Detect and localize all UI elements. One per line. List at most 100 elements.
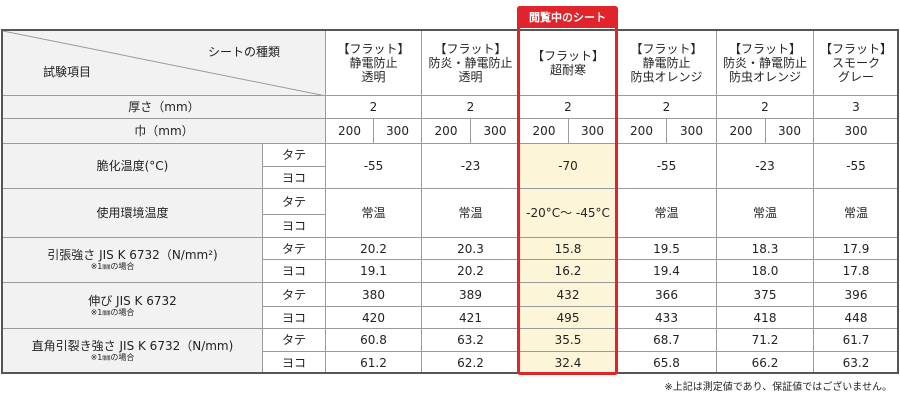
value-text: -23: [755, 159, 775, 173]
direction-text: ヨコ: [281, 355, 306, 370]
footnote: ※上記は測定値であり、保証値ではございません。: [664, 382, 892, 393]
test-note: ※1㎜の場合: [90, 353, 135, 362]
value-text: 常温: [361, 206, 386, 220]
column-header-line: 透明: [458, 70, 483, 84]
value-cell: 常温: [325, 188, 422, 238]
test-label: 使用環境温度: [2, 188, 263, 238]
value-text: 61.2: [360, 355, 387, 370]
column-header: 【フラット】 超耐寒: [519, 30, 617, 96]
direction-cell: タテ: [262, 282, 326, 307]
value-cell: 200: [616, 118, 667, 144]
value-cell: 200: [325, 118, 374, 144]
column-header-line: 【フラット】: [728, 42, 801, 56]
value-text: -55: [846, 159, 866, 173]
value-text: 200: [630, 124, 653, 138]
value-text: 常温: [458, 206, 483, 220]
column-header: 【フラット】 スモーク グレー: [813, 30, 899, 96]
value-text: 300: [386, 124, 409, 138]
value-text: -23: [460, 159, 481, 173]
test-label: 脆化温度(°C): [2, 143, 263, 189]
column-header-line: 超耐寒: [549, 63, 586, 77]
direction-cell: ヨコ: [262, 259, 326, 283]
value-cell: 200: [421, 118, 471, 144]
value-text: 300: [680, 124, 703, 138]
value-cell: 2: [421, 95, 520, 119]
column-header-line: 透明: [361, 70, 386, 84]
value-text: 18.3: [751, 241, 779, 256]
direction-text: タテ: [281, 194, 306, 209]
value-cell: 61.7: [813, 328, 899, 352]
value-cell: 常温: [421, 188, 520, 238]
value-cell: 常温: [616, 188, 717, 238]
value-text: 18.0: [751, 264, 779, 278]
direction-cell: ヨコ: [262, 166, 326, 189]
diagonal: [3, 31, 326, 96]
value-cell: 2: [325, 95, 422, 119]
value-cell: 20.2: [421, 259, 520, 283]
value-cell: 300: [373, 118, 422, 144]
value-cell: 19.5: [616, 237, 717, 260]
test-note: ※1㎜の場合: [90, 307, 135, 317]
value-cell: 200: [716, 118, 766, 144]
value-text: 2: [564, 100, 572, 114]
value-text: 61.7: [842, 333, 870, 347]
value-text: 300: [483, 124, 507, 138]
value-text: 60.8: [360, 333, 387, 347]
value-cell: 17.9: [813, 237, 899, 260]
test-label: 伸び JIS K 6732 ※1㎜の場合: [2, 282, 263, 329]
item-type-label: シートの種類: [208, 45, 281, 59]
value-cell: 433: [616, 306, 717, 329]
value-text: 2: [466, 100, 475, 114]
value-cell: 68.7: [616, 328, 717, 352]
test-item-label: 試験項目: [43, 65, 92, 79]
value-text: 16.2: [554, 264, 582, 278]
value-cell: 62.2: [421, 351, 520, 374]
value-cell: 18.0: [716, 259, 814, 283]
value-text: 200: [729, 124, 753, 138]
direction-text: ヨコ: [281, 310, 306, 325]
badge: 閲覧中のシート: [517, 6, 618, 28]
value-text: 20.3: [457, 241, 484, 256]
value-text: 19.4: [653, 264, 680, 278]
direction-text: タテ: [281, 241, 306, 256]
test-label-text: 脆化温度(°C): [96, 159, 169, 173]
value-text: 20.2: [457, 264, 484, 278]
direction-cell: タテ: [262, 188, 326, 215]
value-text: -70: [558, 159, 578, 173]
value-text: 常温: [654, 206, 679, 220]
column-header: 【フラット】 防炎・静電防止 防虫オレンジ: [716, 30, 814, 96]
value-cell: 66.2: [716, 351, 814, 374]
value-text: 20.2: [360, 241, 387, 256]
value-cell: 495: [519, 306, 617, 329]
value-cell: 432: [519, 282, 617, 307]
value-text: 2: [369, 100, 378, 114]
value-text: 448: [844, 310, 868, 325]
direction-cell: ヨコ: [262, 306, 326, 329]
value-text: 418: [753, 310, 777, 325]
value-text: -20°C～ -45°C: [526, 206, 610, 220]
row-label: 厚さ（mm）: [2, 95, 326, 119]
column-header: 【フラット】 防炎・静電防止 透明: [421, 30, 520, 96]
value-text: 63.2: [842, 355, 870, 370]
value-text: 17.9: [842, 241, 870, 256]
value-cell: 32.4: [519, 351, 617, 374]
value-text: 17.8: [842, 264, 870, 278]
value-cell: -55: [813, 143, 899, 189]
direction-cell: タテ: [262, 328, 326, 352]
column-header-line: スモーク: [831, 56, 880, 70]
value-cell: 19.1: [325, 259, 422, 283]
test-label-text: 引張強さ JIS K 6732（N/mm²): [47, 248, 218, 262]
value-cell: 448: [813, 306, 899, 329]
corner-cell: シートの種類試験項目: [2, 30, 326, 96]
value-text: 366: [655, 287, 678, 302]
value-cell: 380: [325, 282, 422, 307]
value-text: 300: [778, 124, 801, 138]
direction-text: タテ: [281, 287, 306, 302]
value-cell: 396: [813, 282, 899, 307]
value-cell: 常温: [813, 188, 899, 238]
direction-text: ヨコ: [281, 170, 306, 185]
value-cell: 418: [716, 306, 814, 329]
value-cell: -23: [716, 143, 814, 189]
value-cell: -55: [325, 143, 422, 189]
